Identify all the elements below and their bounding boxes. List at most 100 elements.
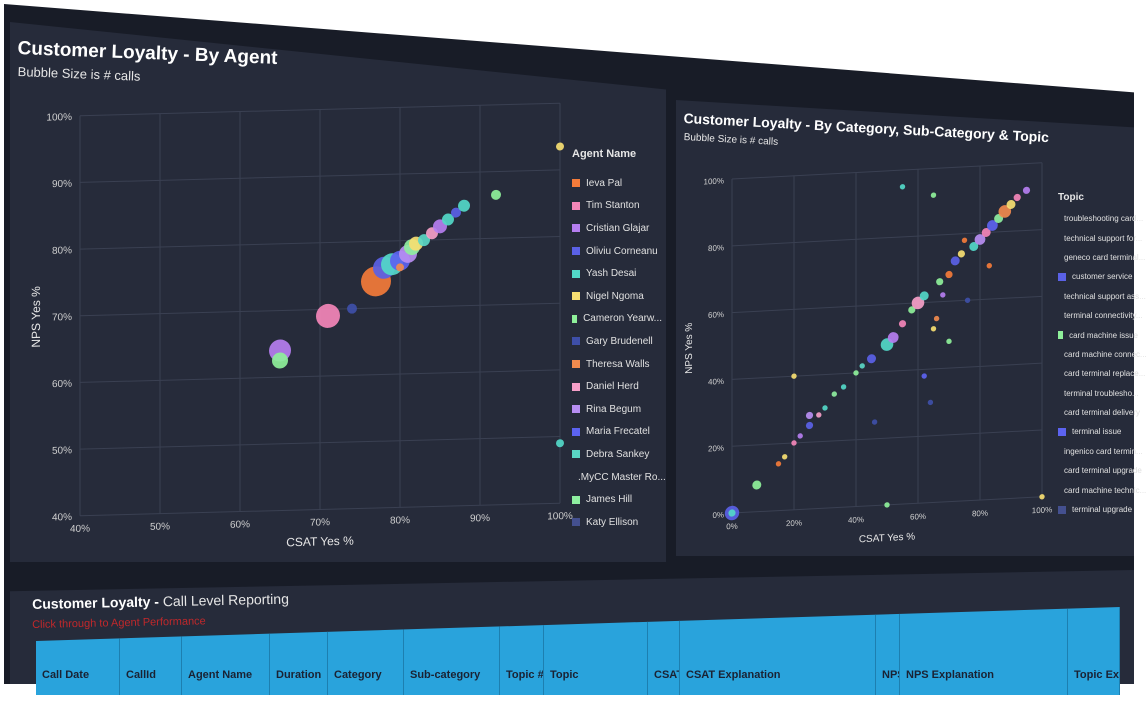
bubble-point[interactable] xyxy=(752,480,762,490)
bubble-point[interactable] xyxy=(871,419,878,425)
bubble-point[interactable] xyxy=(840,384,847,390)
topic-legend: Topic troubleshooting card... technical s… xyxy=(1058,192,1146,519)
bubble-point[interactable] xyxy=(1006,199,1016,209)
x-tick-label: 80% xyxy=(390,515,410,527)
legend-item[interactable]: Tim Stanton xyxy=(572,195,662,218)
legend-item[interactable]: Cameron Yearw... xyxy=(572,308,662,331)
legend-item[interactable]: James Hill xyxy=(572,488,662,511)
legend-item[interactable]: Maria Frecatel xyxy=(572,421,662,444)
bubble-point[interactable] xyxy=(908,306,916,314)
legend-item[interactable]: troubleshooting card... xyxy=(1058,209,1143,228)
bubble-point[interactable] xyxy=(974,234,986,245)
bubble-point[interactable] xyxy=(986,263,992,269)
x-tick-label: 50% xyxy=(150,521,170,533)
bubble-point[interactable] xyxy=(921,373,927,379)
bubble-point[interactable] xyxy=(859,363,865,369)
bubble-point[interactable] xyxy=(887,332,899,343)
legend-item[interactable]: Yash Desai xyxy=(572,262,662,285)
legend-item[interactable]: card machine issue xyxy=(1058,325,1138,344)
bubble-point[interactable] xyxy=(927,399,934,406)
column-header[interactable]: CSAT xyxy=(648,607,680,695)
y-gridline xyxy=(80,236,560,250)
legend-item[interactable]: customer service xyxy=(1058,267,1138,286)
bubble-point[interactable] xyxy=(899,184,906,190)
legend-item[interactable]: Katy Ellison xyxy=(572,511,662,534)
bubble-point[interactable] xyxy=(797,433,803,439)
bubble-point[interactable] xyxy=(867,354,876,364)
legend-item[interactable]: Rina Begum xyxy=(572,398,662,421)
bubble-point[interactable] xyxy=(316,303,340,329)
bubble-point[interactable] xyxy=(451,207,461,218)
column-header[interactable]: NPS xyxy=(876,607,900,695)
bubble-point[interactable] xyxy=(491,189,501,200)
legend-item[interactable]: terminal troublesho... xyxy=(1058,384,1139,403)
bubble-point[interactable] xyxy=(946,338,952,345)
legend-item[interactable]: geneco card terminal... xyxy=(1058,248,1145,267)
bubble-point[interactable] xyxy=(347,303,357,314)
bubble-point[interactable] xyxy=(964,297,971,303)
bubble-point[interactable] xyxy=(831,391,838,397)
legend-item[interactable]: ingenico card termin... xyxy=(1058,442,1143,461)
bubble-point[interactable] xyxy=(969,242,979,252)
bubble-point[interactable] xyxy=(919,291,929,301)
legend-item[interactable]: terminal connectivity... xyxy=(1058,306,1143,325)
column-header[interactable]: Topic Explan xyxy=(1068,607,1120,695)
legend-item[interactable]: technical support for... xyxy=(1058,228,1142,247)
bubble-point[interactable] xyxy=(950,256,960,266)
column-header[interactable]: CSAT Explanation xyxy=(680,607,876,695)
bubble-point[interactable] xyxy=(272,352,288,369)
legend-item[interactable]: Debra Sankey xyxy=(572,443,662,466)
bubble-point[interactable] xyxy=(930,326,937,332)
bubble-point[interactable] xyxy=(1022,186,1031,195)
x-tick-label: 0% xyxy=(726,522,738,532)
legend-item[interactable]: terminal upgrade xyxy=(1058,500,1138,519)
legend-item[interactable]: Ieva Pal xyxy=(572,172,662,195)
legend-item[interactable]: Theresa Walls xyxy=(572,353,662,376)
legend-item[interactable]: Gary Brudenell xyxy=(572,330,662,353)
legend-item[interactable]: technical support ass... xyxy=(1058,287,1146,306)
bubble-point[interactable] xyxy=(998,205,1012,218)
legend-item[interactable]: Nigel Ngoma xyxy=(572,285,662,308)
bubble-point[interactable] xyxy=(805,421,814,430)
bubble-point[interactable] xyxy=(884,502,890,508)
bubble-point[interactable] xyxy=(987,220,998,231)
bubble-point[interactable] xyxy=(981,227,991,238)
bubble-point[interactable] xyxy=(556,142,564,151)
bubble-point[interactable] xyxy=(933,315,940,322)
bubble-point[interactable] xyxy=(936,278,944,286)
legend-item[interactable]: card machine technic... xyxy=(1058,480,1146,499)
bubble-point[interactable] xyxy=(418,234,430,247)
bubble-point[interactable] xyxy=(822,405,828,411)
bubble-point[interactable] xyxy=(930,192,937,198)
bubble-point[interactable] xyxy=(961,237,968,244)
bubble-point[interactable] xyxy=(556,439,564,448)
bubble-point[interactable] xyxy=(782,454,788,460)
bubble-point[interactable] xyxy=(458,199,470,212)
legend-item[interactable]: .MyCC Master Ro... xyxy=(572,466,666,489)
legend-item[interactable]: Oliviu Corneanu xyxy=(572,240,662,263)
bubble-point[interactable] xyxy=(957,250,965,258)
legend-item[interactable]: Daniel Herd xyxy=(572,375,662,398)
bubble-point[interactable] xyxy=(816,412,822,418)
bubble-point[interactable] xyxy=(442,213,454,226)
bubble-point[interactable] xyxy=(791,440,797,446)
legend-item[interactable]: card terminal replace... xyxy=(1058,364,1145,383)
bubble-point[interactable] xyxy=(728,509,736,517)
legend-item[interactable]: card terminal delivery xyxy=(1058,403,1140,422)
bubble-point[interactable] xyxy=(1013,193,1021,202)
legend-item[interactable]: card terminal upgrade xyxy=(1058,461,1142,480)
bubble-point[interactable] xyxy=(853,370,859,376)
bubble-point[interactable] xyxy=(396,263,404,272)
bubble-point[interactable] xyxy=(940,292,946,298)
legend-item[interactable]: card machine connec... xyxy=(1058,345,1146,364)
legend-item[interactable]: terminal issue xyxy=(1058,422,1138,441)
bubble-point[interactable] xyxy=(791,373,797,379)
bubble-point[interactable] xyxy=(911,296,925,310)
bubble-point[interactable] xyxy=(945,270,953,279)
bubble-point[interactable] xyxy=(1039,494,1045,500)
legend-item[interactable]: Cristian Glajar xyxy=(572,217,662,240)
bubble-point[interactable] xyxy=(898,320,907,328)
bubble-point[interactable] xyxy=(775,461,782,467)
column-header[interactable]: NPS Explanation xyxy=(900,607,1068,695)
bubble-point[interactable] xyxy=(805,411,814,420)
